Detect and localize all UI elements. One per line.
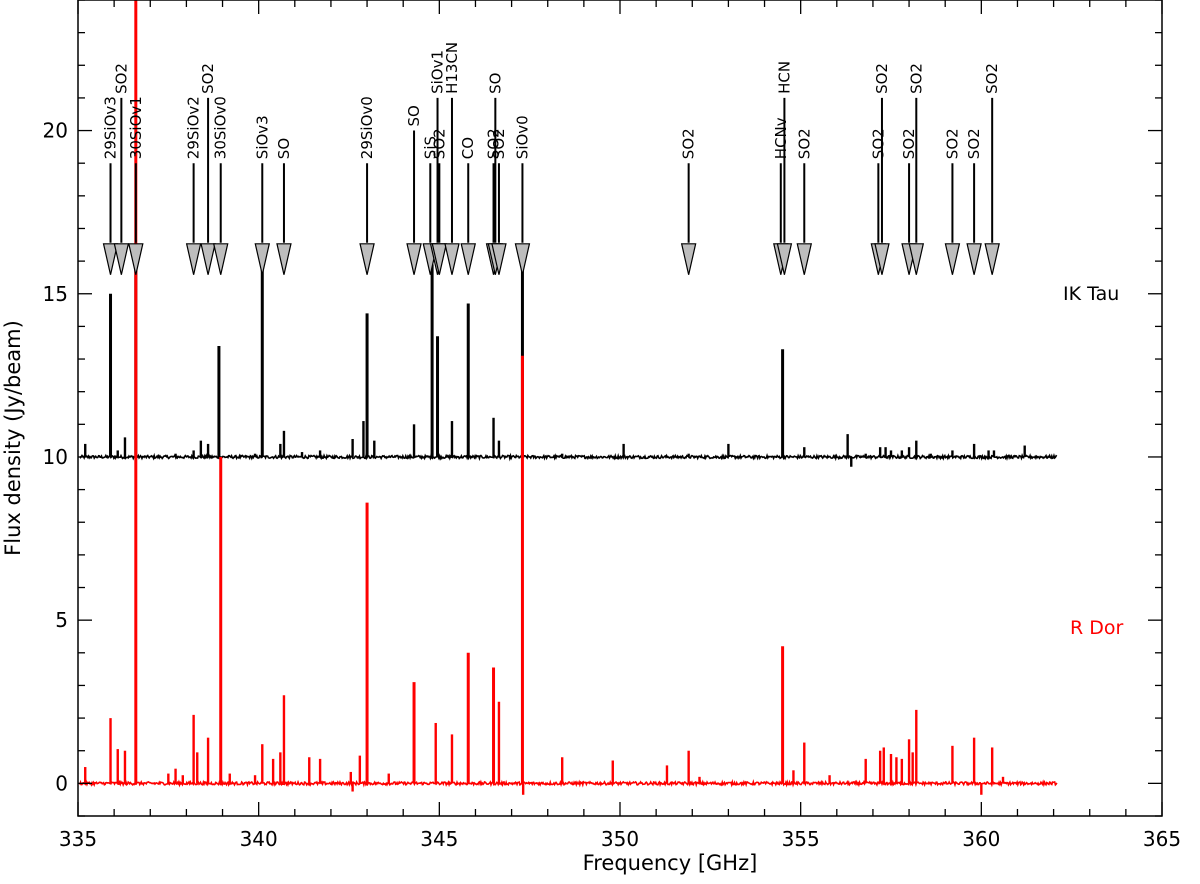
y-tick-label: 20	[43, 119, 68, 143]
x-tick-label: 340	[240, 827, 278, 851]
legend-r-dor: R Dor	[1070, 617, 1123, 639]
annotation-arrow-head-24	[874, 243, 890, 275]
annotation-arrow-head-2	[128, 243, 144, 275]
x-tick-label: 350	[601, 827, 639, 851]
y-tick-label: 5	[55, 608, 68, 632]
series-r-dor-baseline	[79, 778, 1058, 788]
annotation-label-2: 30SiOv1	[127, 96, 145, 159]
annotation-arrow-head-29	[984, 243, 1000, 275]
annotation-label-21: HCN	[775, 61, 793, 94]
plot-frame	[77, 0, 1163, 817]
annotation-label-28: SO2	[965, 128, 983, 159]
series-ik-tau-baseline	[79, 452, 1058, 462]
annotation-label-14: CO	[459, 137, 477, 159]
annotation-label-11: SiOv1	[429, 50, 447, 94]
annotation-label-17: SO2	[490, 128, 508, 159]
annotation-arrow-head-0	[102, 243, 119, 275]
legend-ik-tau: IK Tau	[1063, 283, 1119, 305]
y-tick-label: 10	[43, 445, 68, 469]
annotation-label-22: SO2	[795, 128, 813, 159]
annotation-label-15: SO2	[485, 128, 503, 159]
annotation-label-0: 29SiOv3	[102, 96, 120, 159]
annotation-label-29: SO2	[983, 63, 1001, 94]
annotation-arrow-head-5	[212, 243, 229, 275]
x-tick-label: 355	[782, 827, 820, 851]
annotation-arrow-head-7	[276, 243, 292, 275]
axes-layer: 335 340 345 350 355 360 365 0 5 10 15 20	[43, 0, 1181, 851]
annotation-label-3: 29SiOv2	[185, 96, 203, 159]
annotation-arrow-head-22	[796, 243, 813, 275]
annotation-label-23: SO2	[869, 128, 887, 159]
annotation-arrow-head-26	[908, 243, 925, 275]
annotation-arrow-head-4	[200, 243, 216, 275]
annotation-label-5: 30SiOv0	[212, 96, 230, 159]
annotation-label-7: SO	[275, 138, 293, 159]
annotation-arrow-head-28	[966, 243, 982, 275]
annotation-label-26: SO2	[907, 63, 925, 94]
x-tick-label: 335	[59, 827, 97, 851]
annotation-arrow-head-8	[359, 243, 375, 275]
annotation-label-9: SO	[405, 105, 423, 126]
annotation-arrow-head-27	[944, 243, 961, 275]
y-axis-label: Flux density (Jy/beam)	[1, 320, 25, 556]
annotation-label-8: 29SiOv0	[358, 96, 376, 159]
annotation-arrow-head-13	[444, 243, 460, 275]
x-tick-label: 345	[420, 827, 458, 851]
annotation-arrow-head-17	[491, 243, 507, 275]
annotation-arrow-head-1	[113, 243, 130, 275]
annotation-label-6: SiOv3	[253, 115, 271, 159]
annotation-label-13: H13CN	[443, 42, 461, 94]
annotation-label-27: SO2	[943, 128, 961, 159]
annotation-arrow-head-6	[254, 243, 271, 275]
annotation-arrow-head-14	[460, 243, 476, 275]
x-tick-label: 365	[1143, 827, 1181, 851]
annotation-label-18: SiOv0	[513, 115, 531, 159]
y-tick-label: 0	[55, 771, 68, 795]
annotation-label-24: SO2	[873, 63, 891, 94]
x-axis-label: Frequency [GHz]	[583, 851, 758, 875]
annotation-arrow-head-3	[185, 243, 202, 275]
annotation-arrow-head-12	[431, 243, 448, 275]
annotation-label-20: HCNv	[772, 117, 790, 159]
annotation-arrow-head-18	[514, 243, 531, 275]
x-tick-label: 360	[962, 827, 1000, 851]
spectra-layer	[79, 0, 1058, 795]
annotation-arrow-head-21	[776, 243, 793, 275]
annotation-label-25: SO2	[900, 128, 918, 159]
annotation-arrow-head-9	[406, 243, 422, 275]
annotation-label-12: SO2	[430, 128, 448, 159]
annotation-arrow-head-19	[680, 243, 697, 275]
annotation-label-1: SO2	[112, 63, 130, 94]
annotation-label-19: SO2	[680, 128, 698, 159]
annotation-label-4: SO2	[199, 63, 217, 94]
annotation-label-10: SiS	[421, 136, 439, 159]
y-tick-label: 15	[43, 282, 68, 306]
annotation-label-16: SO	[486, 73, 504, 94]
